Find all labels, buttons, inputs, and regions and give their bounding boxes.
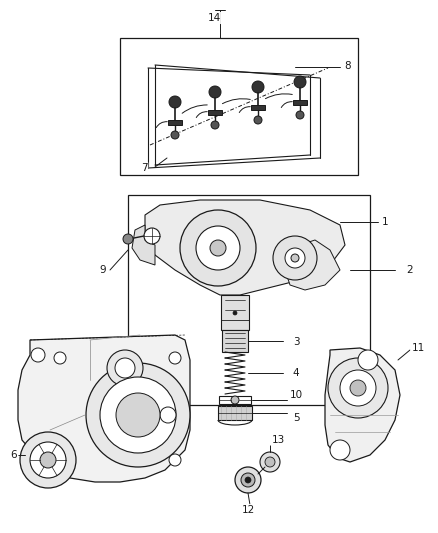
Bar [168,120,182,125]
Circle shape [235,467,261,493]
Circle shape [209,86,221,98]
Circle shape [30,442,66,478]
Circle shape [100,377,176,453]
Bar [221,295,249,330]
Text: 6: 6 [11,450,18,460]
Text: 5: 5 [293,413,299,423]
Circle shape [31,348,45,362]
Circle shape [116,393,160,437]
Circle shape [169,96,181,108]
Circle shape [144,228,160,244]
Text: 12: 12 [241,505,254,515]
Circle shape [231,396,239,404]
Bar [293,100,307,105]
Polygon shape [18,335,190,482]
Bar [128,195,370,405]
Circle shape [86,363,190,467]
Circle shape [273,236,317,280]
Polygon shape [325,348,400,462]
Text: 8: 8 [345,61,351,71]
Bar [120,38,358,175]
Bar [251,105,265,110]
Circle shape [254,116,262,124]
Circle shape [260,452,280,472]
Text: 10: 10 [290,390,303,400]
Circle shape [252,81,264,93]
Circle shape [210,240,226,256]
Circle shape [123,234,133,244]
Circle shape [171,131,179,139]
Circle shape [241,473,255,487]
Text: 3: 3 [293,337,299,347]
Circle shape [40,452,56,468]
Circle shape [211,121,219,129]
Circle shape [54,352,66,364]
Circle shape [350,380,366,396]
Text: 1: 1 [381,217,389,227]
Text: 2: 2 [407,265,413,275]
Polygon shape [132,225,155,265]
Text: 7: 7 [141,163,147,173]
Circle shape [294,76,306,88]
Polygon shape [145,200,345,295]
Circle shape [358,350,378,370]
Circle shape [169,352,181,364]
Circle shape [107,350,143,386]
Circle shape [330,440,350,460]
Circle shape [245,477,251,483]
Circle shape [233,311,237,315]
Circle shape [196,226,240,270]
Bar [218,406,252,420]
Text: 9: 9 [100,265,106,275]
Circle shape [328,358,388,418]
Circle shape [340,370,376,406]
Circle shape [180,210,256,286]
Bar [208,110,222,115]
Circle shape [291,254,299,262]
Circle shape [115,358,135,378]
Circle shape [296,111,304,119]
Circle shape [169,454,181,466]
Bar [222,330,248,352]
Bar [219,396,251,404]
Circle shape [265,457,275,467]
Text: 11: 11 [411,343,424,353]
Circle shape [285,248,305,268]
Text: 14: 14 [207,13,221,23]
Text: 4: 4 [293,368,299,378]
Circle shape [20,432,76,488]
Circle shape [160,407,176,423]
Polygon shape [285,240,340,290]
Text: 13: 13 [272,435,285,445]
